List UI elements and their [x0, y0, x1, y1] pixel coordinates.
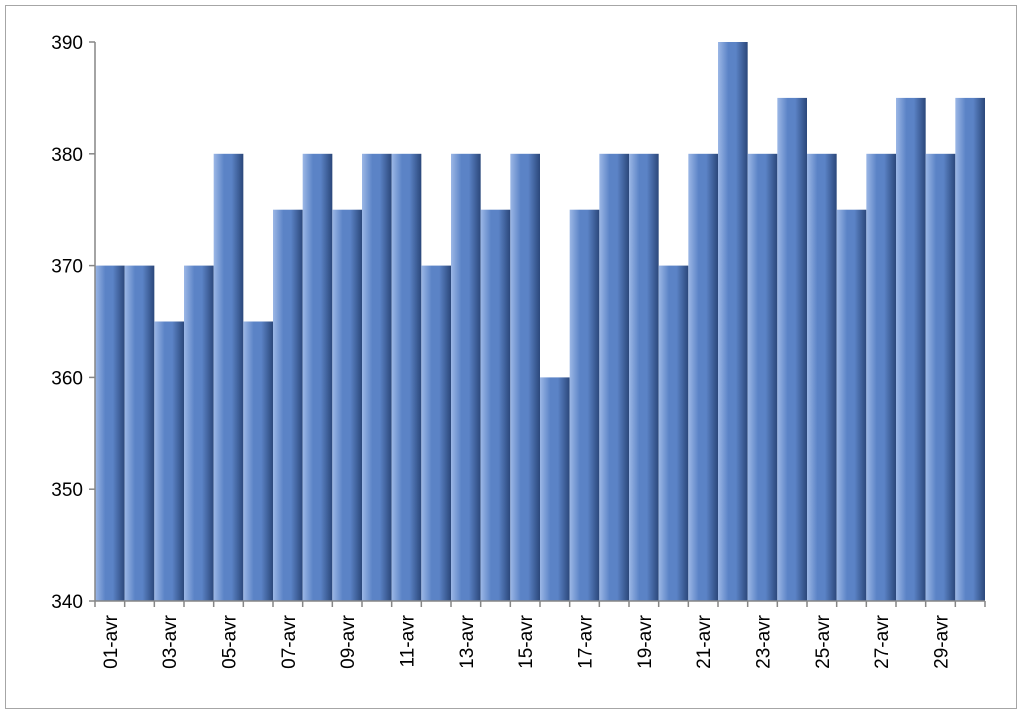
x-tick-label: 05-avr: [220, 614, 241, 669]
bar-09-avr: [332, 209, 362, 601]
y-tick-label: 360: [51, 368, 83, 389]
bar-03-avr: [154, 321, 184, 601]
y-axis-labels: 340 350 360 370 380 390: [51, 33, 83, 613]
bar-17-avr: [569, 209, 600, 601]
y-tick-label: 380: [51, 145, 83, 166]
bar-21-avr: [688, 153, 718, 602]
y-tick-label: 350: [51, 480, 83, 501]
axes-group: [89, 41, 986, 607]
bar-28-avr: [896, 97, 926, 602]
bar-01-avr: [95, 265, 125, 601]
x-tick-label: 29-avr: [932, 614, 953, 669]
bar-25-avr: [807, 153, 837, 602]
x-tick-label: 03-avr: [160, 614, 181, 669]
bar-27-avr: [866, 153, 896, 602]
x-tick-label: 15-avr: [516, 614, 537, 669]
bar-10-avr: [362, 153, 392, 602]
bar-05-avr: [213, 153, 244, 602]
bar-07-avr: [273, 209, 303, 601]
x-tick-label: 07-avr: [279, 614, 300, 669]
x-tick-label: 21-avr: [694, 614, 715, 669]
bar-23-avr: [747, 153, 778, 602]
x-tick-label: 19-avr: [635, 614, 656, 669]
x-tick-label: 17-avr: [576, 614, 597, 669]
x-tick-label: 09-avr: [338, 614, 359, 669]
bar-18-avr: [599, 153, 629, 602]
bar-29-avr: [925, 153, 956, 602]
x-tick-label: 25-avr: [813, 614, 834, 669]
bar-14-avr: [480, 209, 511, 601]
bar-13-avr: [451, 153, 481, 602]
bars-group: [95, 42, 985, 602]
bar-08-avr: [302, 153, 333, 602]
bar-12-avr: [421, 265, 451, 601]
x-tick-label: 27-avr: [872, 614, 893, 669]
y-tick-label: 390: [51, 33, 83, 54]
bar-02-avr: [124, 265, 155, 601]
x-tick-label: 23-avr: [754, 614, 775, 669]
y-tick-label: 340: [51, 592, 83, 613]
bar-24-avr: [777, 97, 807, 602]
bar-15-avr: [510, 153, 540, 602]
x-tick-label: 01-avr: [101, 614, 122, 669]
x-tick-label: 13-avr: [457, 614, 478, 669]
bar-20-avr: [658, 265, 689, 601]
bar-22-avr: [718, 42, 748, 601]
bar-11-avr: [391, 153, 422, 602]
bar-04-avr: [184, 265, 214, 601]
bar-26-avr: [836, 209, 867, 601]
bar-30-avr: [955, 97, 985, 602]
x-axis-labels: 01-avr 03-avr 05-avr 07-avr 09-avr 11-avr 13-a…: [101, 614, 953, 669]
bar-06-avr: [243, 321, 273, 601]
x-tick-label: 11-avr: [398, 614, 419, 667]
y-tick-label: 370: [51, 257, 83, 278]
bar-16-avr: [540, 377, 570, 601]
bar-19-avr: [629, 153, 659, 602]
